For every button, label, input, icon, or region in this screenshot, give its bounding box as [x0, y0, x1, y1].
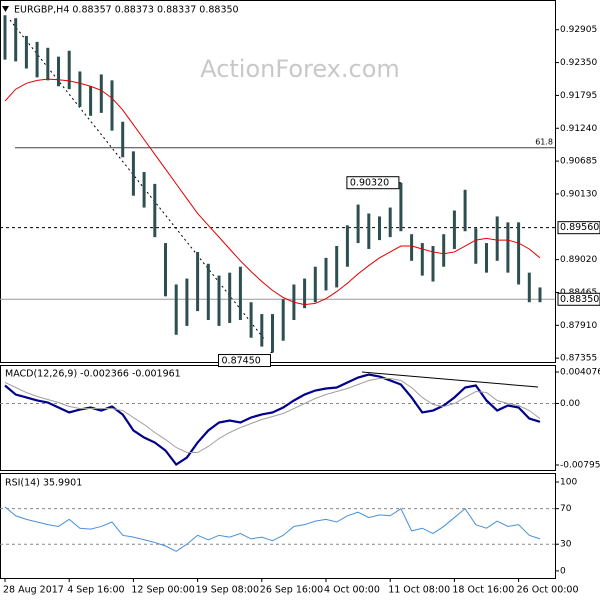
x-tick-label: 18 Oct 16:00 — [452, 585, 514, 596]
level-label: 0.89560 — [560, 222, 599, 233]
fib-label: 61.8 — [535, 137, 553, 146]
y-tick-label: 0.00 — [560, 399, 580, 409]
y-tick-label: -0.007956 — [560, 460, 600, 470]
x-tick-label: 26 Sep 16:00 — [260, 585, 323, 596]
level-label-box — [557, 292, 600, 306]
level-label-box — [557, 221, 600, 235]
y-tick-label: 0.87910 — [560, 321, 597, 331]
x-tick-label: 4 Oct 00:00 — [324, 585, 380, 596]
x-tick-label: 19 Sep 08:00 — [196, 585, 259, 596]
annotation: 0.87450 — [222, 356, 261, 367]
indicator-line — [4, 506, 541, 552]
annotation-box — [218, 354, 271, 368]
y-tick-label: 0 — [560, 566, 566, 576]
y-tick-label: 0.87355 — [560, 354, 597, 364]
y-tick-label: 0.92350 — [560, 58, 597, 68]
x-tick-label: 12 Sep 00:00 — [131, 585, 194, 596]
y-tick-label: 0.92905 — [560, 25, 597, 35]
level-label: 0.88350 — [560, 294, 599, 305]
rsi-frame — [0, 473, 556, 579]
y-tick-label: 0.91795 — [560, 91, 597, 101]
annotation: 0.90320 — [350, 178, 389, 189]
macd-frame — [0, 365, 556, 471]
menu-arrow — [2, 6, 9, 12]
y-tick-label: 30 — [560, 540, 572, 550]
y-tick-label: 0.91240 — [560, 124, 597, 134]
macd-title: MACD(12,26,9) -0.002366 -0.001961 — [5, 369, 181, 380]
rsi-title: RSI(14) 35.9901 — [5, 478, 82, 489]
y-tick-label: 0.90685 — [560, 157, 597, 167]
x-tick-label: 28 Aug 2017 — [3, 585, 64, 596]
y-tick-label: 100 — [560, 478, 577, 488]
x-tick-label: 4 Sep 16:00 — [67, 585, 124, 596]
y-tick-label: 0.89020 — [560, 255, 597, 265]
watermark: ActionForex.com — [200, 55, 400, 83]
price-frame — [0, 0, 556, 363]
y-tick-label: 0.004076 — [560, 367, 600, 377]
y-tick-label: 0.90130 — [560, 189, 597, 199]
trend-line — [9, 19, 266, 341]
indicator-line — [4, 377, 541, 454]
macd-trend-line — [361, 371, 539, 388]
x-tick-label: 26 Oct 00:00 — [517, 585, 579, 596]
y-tick-label: 70 — [560, 504, 572, 514]
moving-average — [4, 78, 541, 306]
x-tick-label: 11 Oct 08:00 — [388, 585, 450, 596]
chart-title: EURGBP,H4 0.88357 0.88373 0.88337 0.8835… — [14, 5, 239, 16]
indicator-line — [4, 373, 541, 466]
